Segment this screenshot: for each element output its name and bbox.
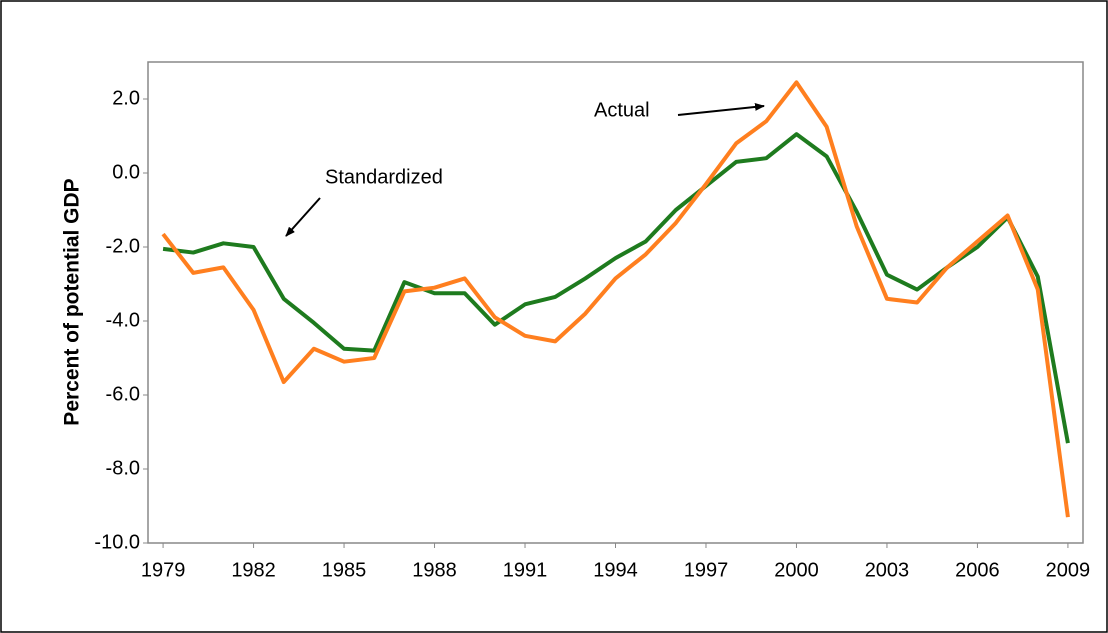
annotation-arrow [285,197,321,237]
annotation: Standardized [325,166,443,188]
x-tick-label: 1991 [503,559,548,581]
x-tick-label: 1994 [593,559,638,581]
y-tick-label: 0.0 [112,161,140,183]
x-tick-label: 1982 [231,559,276,581]
y-tick-label: -10.0 [94,531,140,553]
y-axis-label: Percent of potential GDP [61,178,84,425]
plot-layer: -10.0 -8.0 -6.0 -4.0 -2.0 0.0 2.0 1979 1982 1985 1… [94,80,1091,581]
x-tick-label: 1979 [141,559,186,581]
y-tick-label: -6.0 [106,383,140,405]
x-tick-label: 2009 [1046,559,1091,581]
x-tick-label: 1985 [322,559,367,581]
x-tick-label: 1988 [412,559,457,581]
x-tick-label: 2003 [865,559,910,581]
x-tick-label: 2000 [774,559,819,581]
annotation: Actual [594,99,650,121]
x-tick-label: 1997 [684,559,729,581]
y-tick-label: -2.0 [106,235,140,257]
series-line [161,80,1070,518]
series-line [162,132,1070,444]
y-tick-label: -8.0 [106,457,140,479]
x-tick-label: 2006 [955,559,1000,581]
y-tick-label: 2.0 [112,87,140,109]
y-tick-label: -4.0 [106,309,140,331]
annotation-arrow [677,102,765,116]
